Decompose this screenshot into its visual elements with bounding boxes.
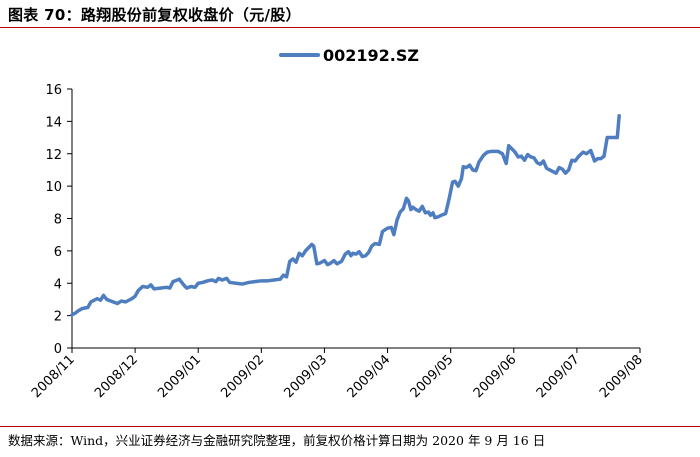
x-tick-label: 2009/03 [281,352,330,401]
y-tick-label: 2 [54,310,62,325]
source-note: 数据来源：Wind，兴业证券经济与金融研究院整理，前复权价格计算日期为 2020… [8,433,546,448]
y-axis: 0 2 4 6 8 10 12 14 16 [45,83,73,357]
y-tick-label: 14 [45,115,62,130]
x-tick-label: 2009/01 [155,352,204,401]
y-tick-label: 10 [45,180,62,195]
y-tick-label: 0 [54,342,62,357]
chart-title: 图表 70：路翔股份前复权收盘价（元/股） [8,6,301,24]
y-tick-label: 6 [54,245,62,260]
y-tick-label: 4 [54,277,62,292]
y-tick-label: 16 [45,83,62,98]
x-tick-label: 2008/11 [29,352,78,401]
legend: 002192.SZ [279,46,419,65]
series-line-0 [70,113,621,317]
title-rule [0,27,700,28]
x-axis: 2008/11 2008/12 2009/01 2009/02 2009/03 2009/… [29,347,646,401]
x-tick-label: 2009/05 [408,352,457,401]
y-tick-label: 12 [45,148,62,163]
x-tick-label: 2009/08 [597,352,646,401]
x-tick-label: 2009/07 [534,352,583,401]
legend-label: 002192.SZ [323,46,419,65]
y-tick-label: 8 [54,213,62,228]
footer-rule [0,426,700,427]
plot-area [70,113,621,317]
x-tick-label: 2009/04 [345,352,394,401]
x-tick-label: 2008/12 [92,352,141,401]
x-tick-label: 2009/06 [471,352,520,401]
x-tick-label: 2009/02 [218,352,267,401]
